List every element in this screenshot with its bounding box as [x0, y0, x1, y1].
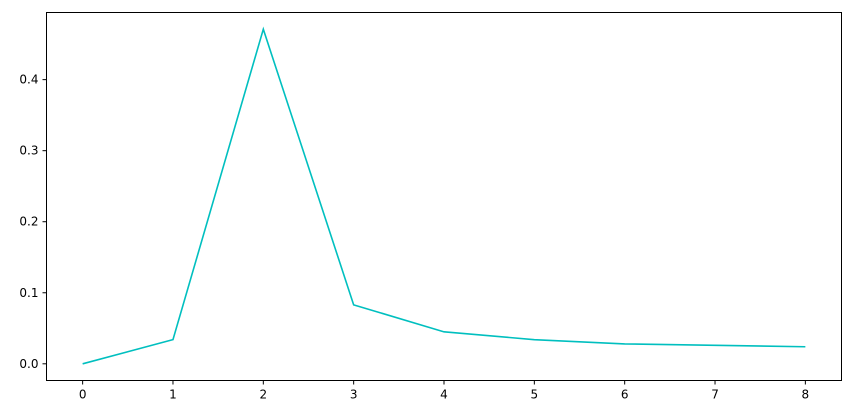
y-tick-label: 0.0: [19, 357, 38, 371]
y-tick-label: 0.3: [19, 144, 38, 158]
plot-frame: [46, 12, 842, 381]
x-tick-label: 0: [79, 388, 87, 402]
x-tick-label: 2: [259, 388, 267, 402]
x-tick-label: 1: [169, 388, 177, 402]
x-tick-label: 7: [711, 388, 719, 402]
y-tick-label: 0.2: [19, 215, 38, 229]
x-tick-label: 8: [802, 388, 810, 402]
x-tick-label: 6: [621, 388, 629, 402]
x-tick-label: 4: [440, 388, 448, 402]
x-tick-label: 3: [350, 388, 358, 402]
x-tick-label: 5: [531, 388, 539, 402]
y-tick-label: 0.1: [19, 286, 38, 300]
y-tick-label: 0.4: [19, 73, 38, 87]
series-line: [82, 26, 806, 365]
